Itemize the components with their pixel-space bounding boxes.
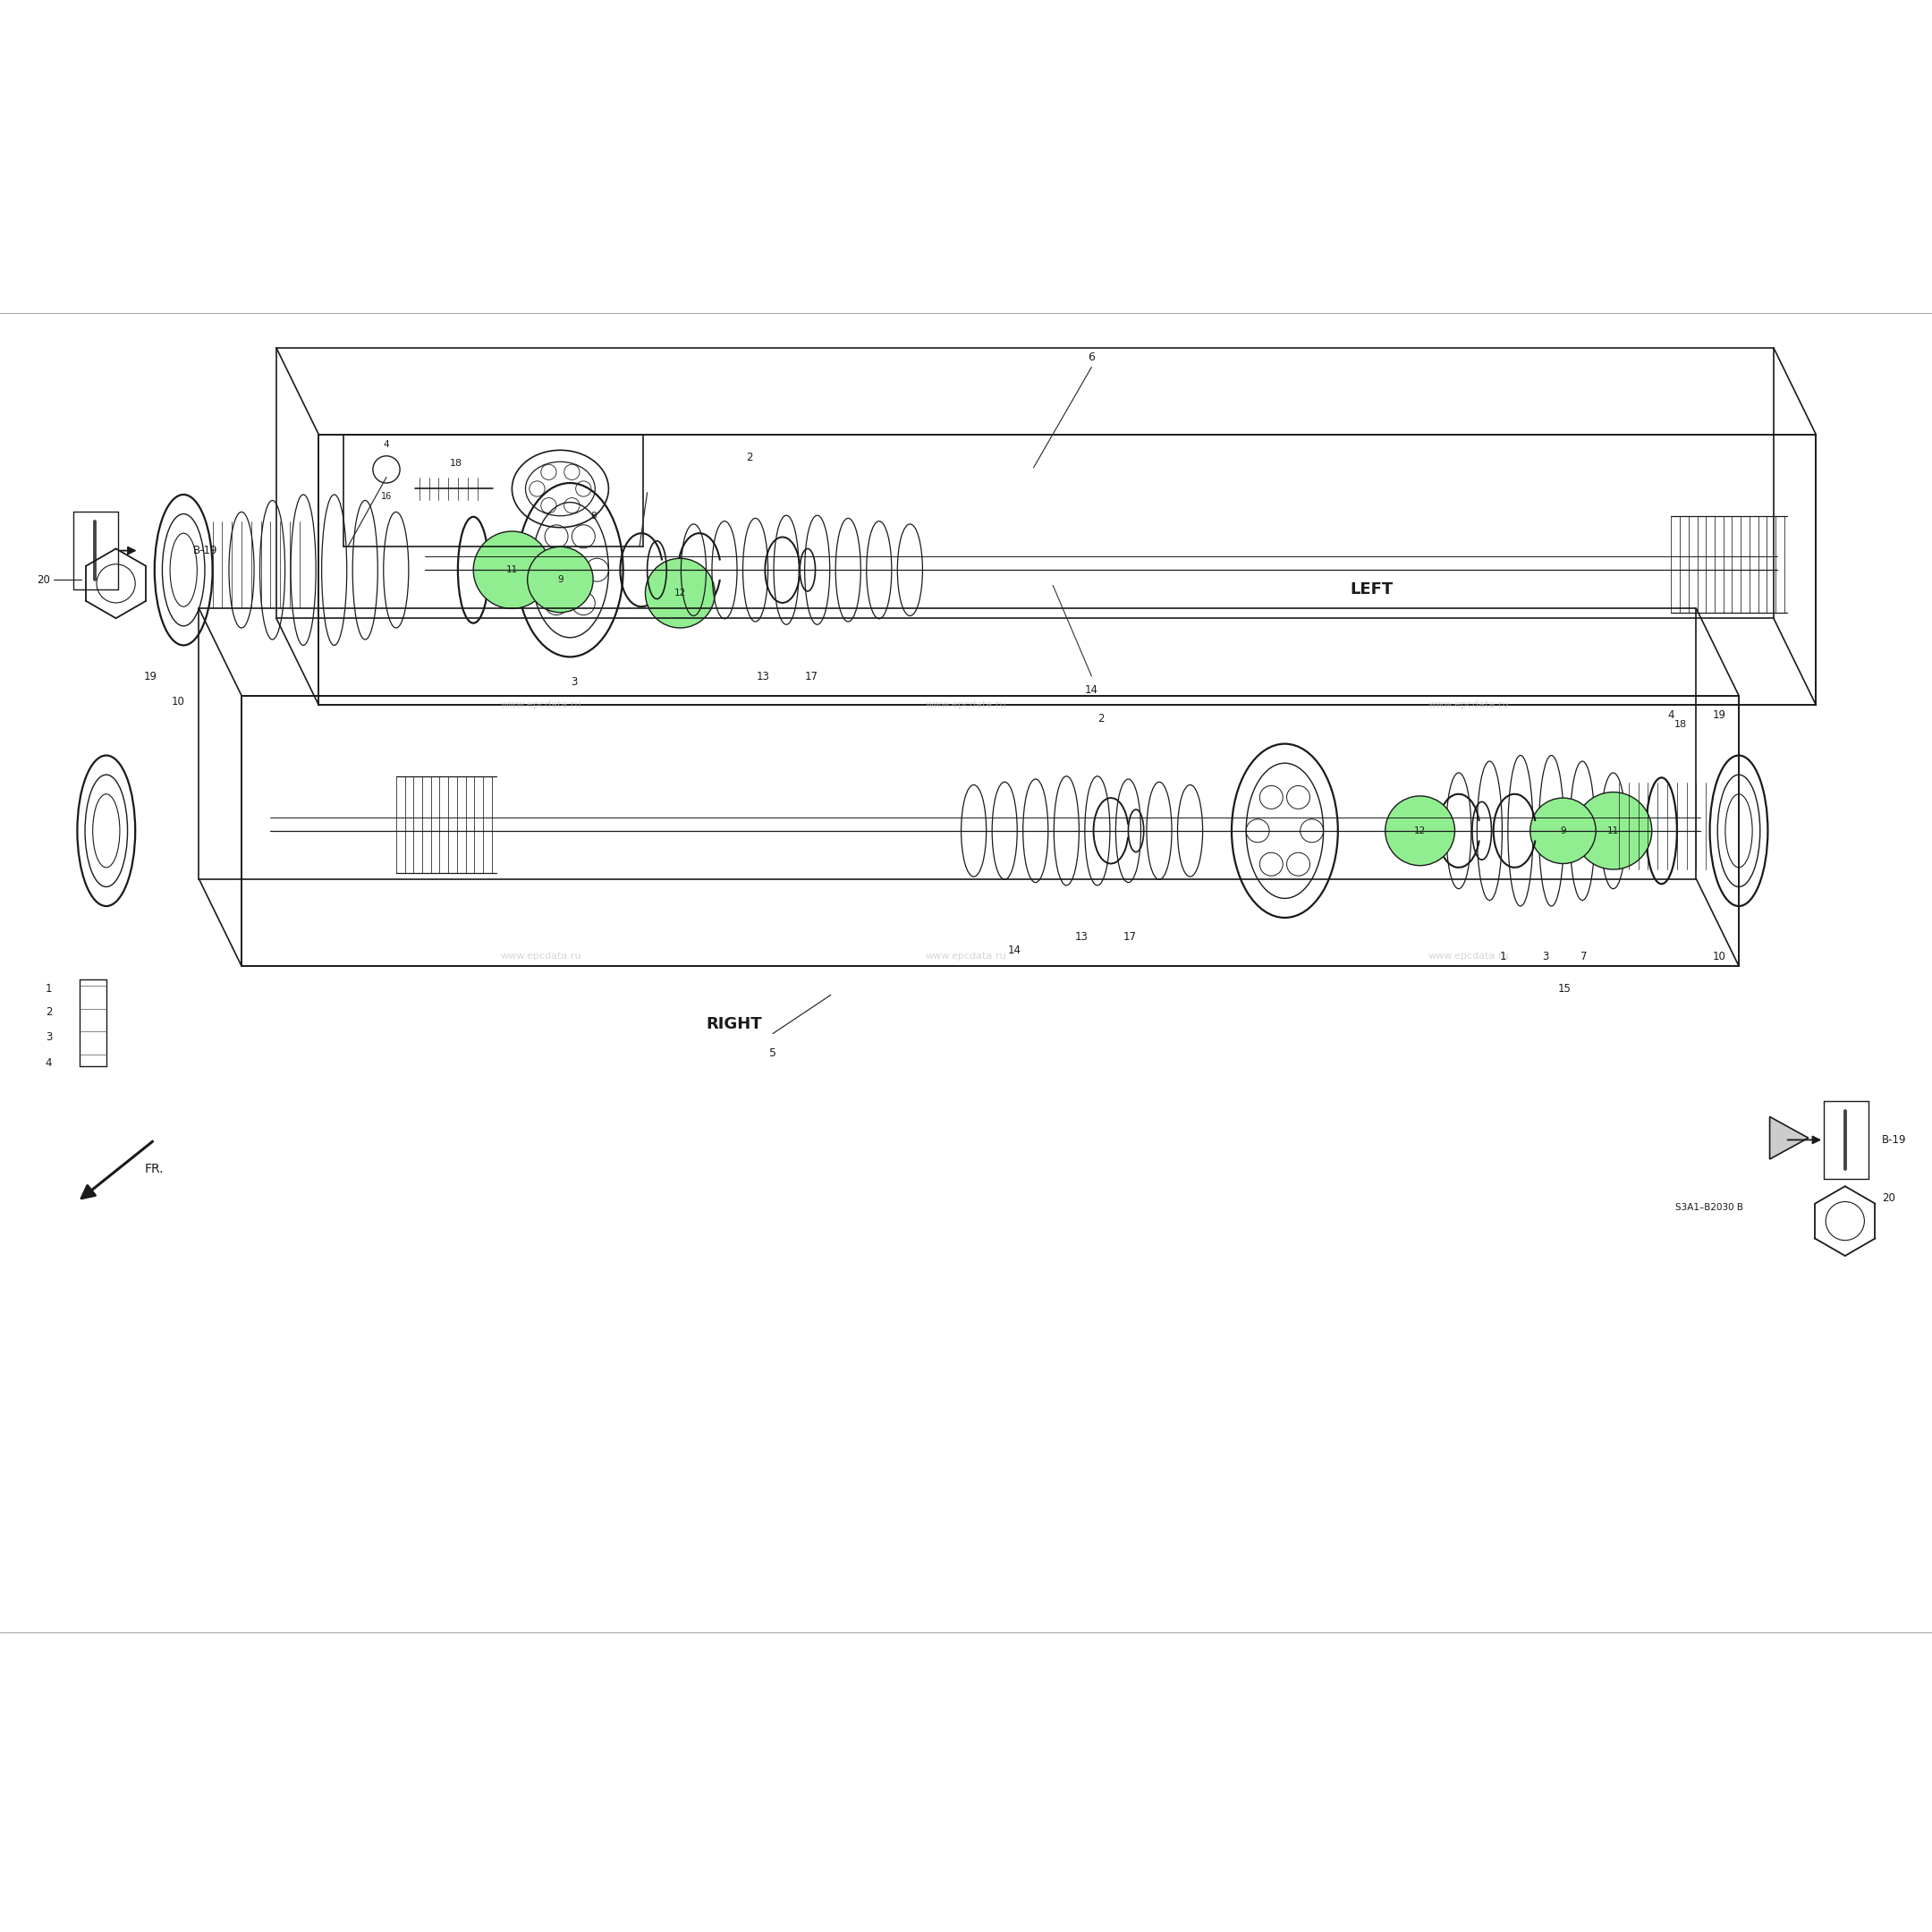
Text: 12: 12 xyxy=(674,589,686,597)
Text: 3: 3 xyxy=(570,676,578,688)
Text: RIGHT: RIGHT xyxy=(707,1016,761,1032)
Text: www.epcdata.ru: www.epcdata.ru xyxy=(500,952,582,960)
Text: 15: 15 xyxy=(1559,983,1571,995)
Text: 1: 1 xyxy=(1499,951,1507,962)
Text: 9: 9 xyxy=(556,576,564,583)
Text: www.epcdata.ru: www.epcdata.ru xyxy=(925,952,1007,960)
Text: 19: 19 xyxy=(1714,709,1725,721)
Text: 1: 1 xyxy=(46,983,52,995)
Text: 17: 17 xyxy=(1124,931,1136,943)
Text: 14: 14 xyxy=(1009,945,1020,956)
Text: 11: 11 xyxy=(506,566,518,574)
Polygon shape xyxy=(1770,1117,1808,1159)
Text: 11: 11 xyxy=(1607,827,1619,835)
Text: 2: 2 xyxy=(46,1007,52,1018)
Text: 4: 4 xyxy=(46,1057,52,1068)
Text: FR.: FR. xyxy=(145,1163,164,1175)
Text: 10: 10 xyxy=(1714,951,1725,962)
Text: 20: 20 xyxy=(37,574,50,585)
Text: 18: 18 xyxy=(1675,721,1687,728)
Text: 20: 20 xyxy=(1882,1192,1895,1204)
Text: 17: 17 xyxy=(806,670,817,682)
Circle shape xyxy=(1530,798,1596,864)
Text: 13: 13 xyxy=(757,670,769,682)
Circle shape xyxy=(527,547,593,612)
Circle shape xyxy=(1385,796,1455,866)
Text: B-19: B-19 xyxy=(1882,1134,1907,1146)
Text: 3: 3 xyxy=(46,1032,52,1043)
Text: 14: 14 xyxy=(1086,684,1097,696)
Text: 3: 3 xyxy=(1542,951,1549,962)
Text: 6: 6 xyxy=(1088,352,1095,363)
Text: 13: 13 xyxy=(1076,931,1088,943)
Text: www.epcdata.ru: www.epcdata.ru xyxy=(925,701,1007,709)
Text: 4: 4 xyxy=(1667,709,1675,721)
Text: LEFT: LEFT xyxy=(1350,582,1393,597)
Text: 9: 9 xyxy=(1559,827,1567,835)
Text: 5: 5 xyxy=(769,1047,777,1059)
Text: 18: 18 xyxy=(450,460,462,468)
Text: 7: 7 xyxy=(1580,951,1588,962)
Circle shape xyxy=(473,531,551,609)
Text: B-19: B-19 xyxy=(193,545,218,556)
Text: www.epcdata.ru: www.epcdata.ru xyxy=(1428,952,1509,960)
Text: 12: 12 xyxy=(1414,827,1426,835)
Text: 2: 2 xyxy=(746,452,753,464)
Text: www.epcdata.ru: www.epcdata.ru xyxy=(1428,701,1509,709)
Circle shape xyxy=(645,558,715,628)
Text: 19: 19 xyxy=(145,670,156,682)
Text: S3A1–B2030 B: S3A1–B2030 B xyxy=(1675,1204,1743,1211)
Text: 16: 16 xyxy=(381,493,392,500)
Text: 8: 8 xyxy=(589,512,597,520)
Text: www.epcdata.ru: www.epcdata.ru xyxy=(500,701,582,709)
Text: 10: 10 xyxy=(172,696,184,707)
Text: 4: 4 xyxy=(383,440,390,448)
Circle shape xyxy=(1575,792,1652,869)
Text: 2: 2 xyxy=(1097,713,1105,724)
